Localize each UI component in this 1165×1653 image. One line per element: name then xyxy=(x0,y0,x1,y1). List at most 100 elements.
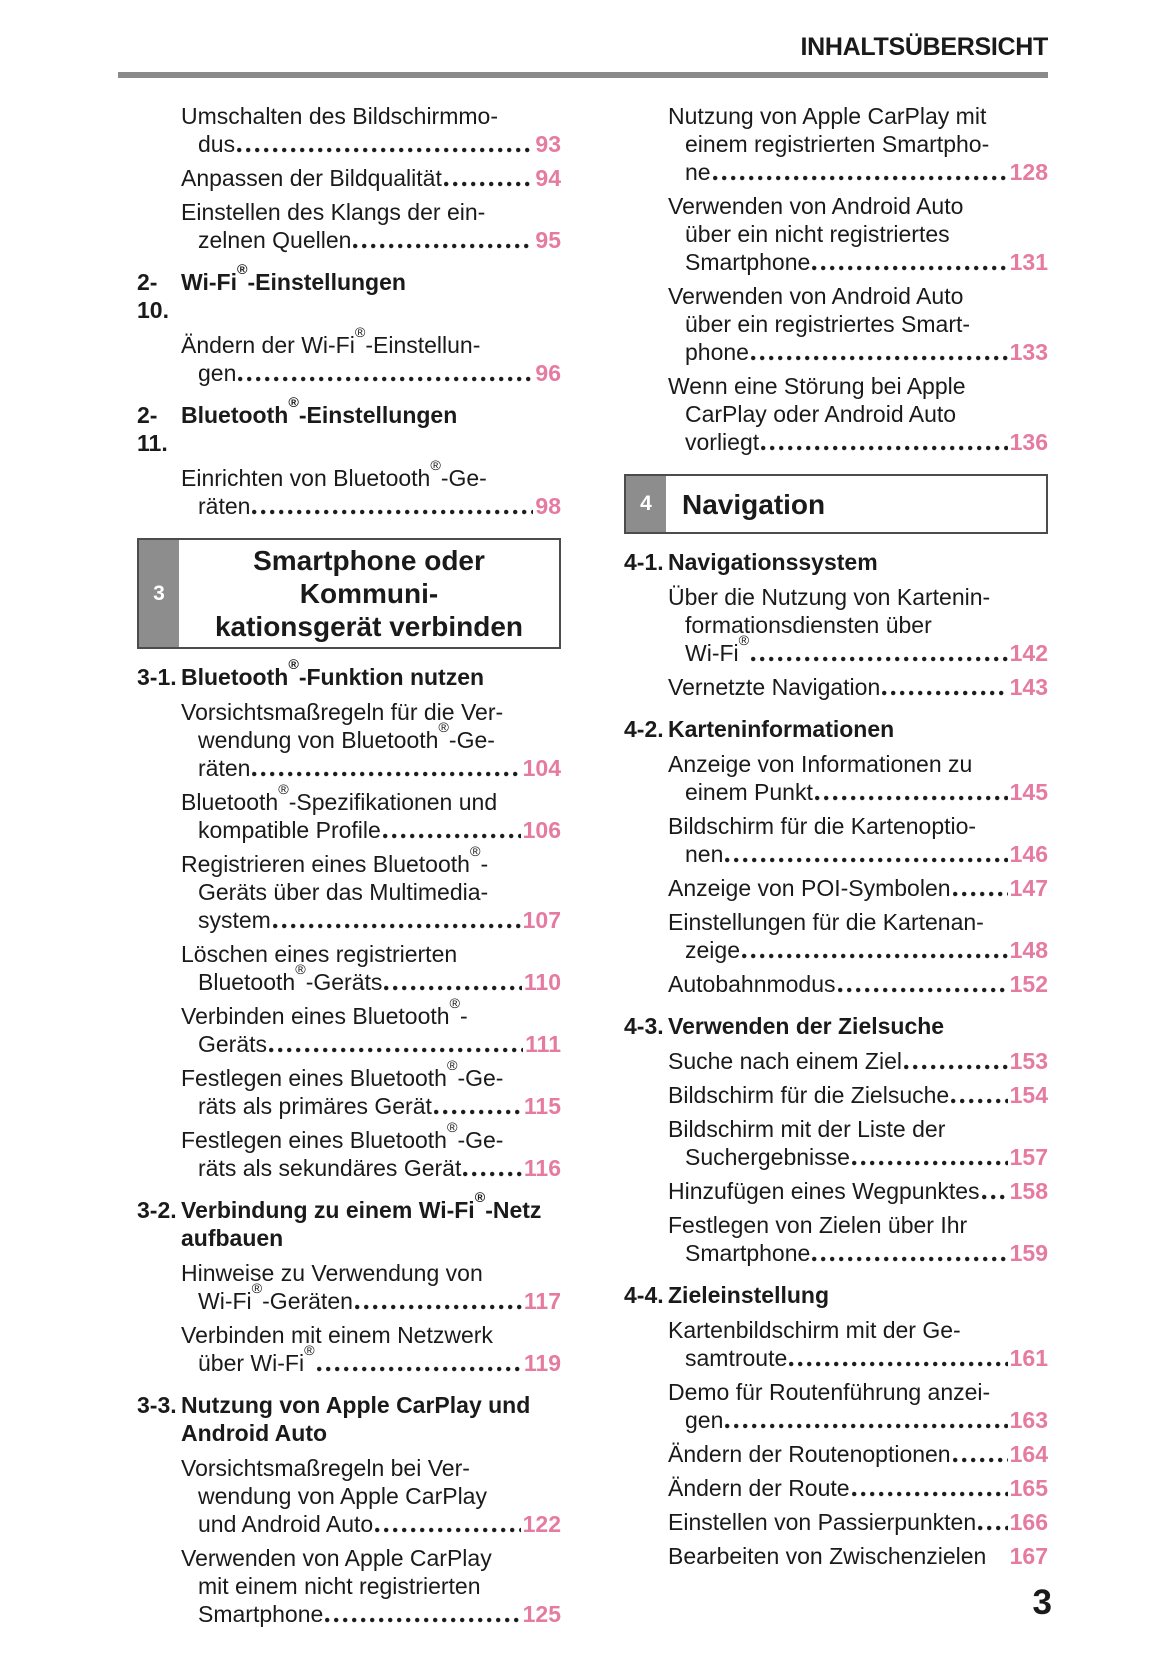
toc-page-number: 157 xyxy=(1009,1144,1048,1170)
toc-entry: Über die Nutzung von Kartenin-formations… xyxy=(624,583,1048,667)
toc-entry-text: Smartphone xyxy=(198,1601,324,1627)
toc-entry: Nutzung von Apple CarPlay mit einem regis… xyxy=(624,102,1048,186)
toc-entry-line: wendung von Bluetooth®-Ge- xyxy=(198,720,495,753)
toc-page-number: 122 xyxy=(522,1511,561,1537)
dot-leader xyxy=(981,1194,1008,1200)
toc-entry-text: system xyxy=(198,907,271,933)
section-title: Verbindung zu einem Wi-Fi®-Netz aufbauen xyxy=(181,1191,561,1252)
dot-leader xyxy=(761,445,1008,451)
toc-entry-line: räts als primäres Gerät 115 xyxy=(198,1092,561,1120)
toc-entry-text: Smartphone xyxy=(685,1240,811,1266)
dot-leader xyxy=(789,1361,1008,1367)
toc-entry-text: Bluetooth®-Geräts xyxy=(198,962,383,995)
section-title-line: Bluetooth®-Funktion nutzen xyxy=(181,657,485,690)
toc-page-number: 125 xyxy=(522,1601,561,1627)
section-title: Verwenden der Zielsuche xyxy=(668,1012,1048,1040)
chapter-title-line: Navigation xyxy=(682,488,826,520)
toc-entry-text: räten xyxy=(198,755,251,781)
section-number: 2-11. xyxy=(137,402,168,456)
toc-entry-text: Ändern der Routenoptionen xyxy=(668,1441,951,1467)
dot-leader xyxy=(316,1366,522,1372)
chapter-box: 3 Smartphone oder Kommuni-kationsgerät ve… xyxy=(137,538,561,649)
toc-columns: Umschalten des Bildschirmmo-dus 93 Anpasse… xyxy=(118,102,1048,1634)
toc-entry-text: phone xyxy=(685,339,749,365)
toc-page-number: 116 xyxy=(523,1155,561,1181)
dot-leader xyxy=(237,147,534,153)
toc-entry-line: Anzeige von Informationen zu xyxy=(668,751,973,777)
toc-entry-text: Autobahnmodus xyxy=(668,971,836,997)
toc-entry: Festlegen von Zielen über Ihr Smartphone 1… xyxy=(624,1211,1048,1267)
toc-entry-line: Wi-Fi® 142 xyxy=(685,633,1048,667)
dot-leader xyxy=(882,690,1008,696)
toc-entry: Autobahnmodus 152 xyxy=(624,970,1048,998)
section-title: Nutzung von Apple CarPlay und Android Aut… xyxy=(181,1391,561,1447)
toc-entry: Ändern der Wi-Fi®-Einstellun-gen 96 xyxy=(137,326,561,387)
toc-entry-line: Verwenden von Apple CarPlay xyxy=(181,1545,492,1571)
toc-entry-text: über Wi-Fi® xyxy=(198,1343,315,1376)
toc-page-number: 96 xyxy=(535,360,561,386)
toc-entry-line: Einrichten von Bluetooth®-Ge- xyxy=(181,458,487,491)
toc-entry-line: nen 146 xyxy=(685,840,1048,868)
section-title: Bluetooth®-Einstellungen xyxy=(181,396,561,457)
toc-entry-line: Einstellen des Klangs der ein- xyxy=(181,199,486,225)
toc-entry-line: ne 128 xyxy=(685,158,1048,186)
toc-entry-text: Bildschirm für die Zielsuche xyxy=(668,1082,950,1108)
section-title: Bluetooth®-Funktion nutzen xyxy=(181,657,561,691)
toc-entry: Einstellen des Klangs der ein-zelnen Que… xyxy=(137,198,561,254)
toc-page-number: 111 xyxy=(525,1031,561,1057)
dot-leader xyxy=(750,355,1008,361)
toc-entry-line: Geräts über das Multimedia- xyxy=(198,879,489,905)
toc-entry-text: gen xyxy=(685,1407,724,1433)
toc-entry-line: Wenn eine Störung bei Apple xyxy=(668,373,966,399)
section-title-line: Wi-Fi®-Einstellungen xyxy=(181,262,406,295)
dot-leader xyxy=(951,1098,1008,1104)
toc-page-number: 143 xyxy=(1009,674,1048,700)
toc-entry-text: Wi-Fi® xyxy=(685,633,750,666)
toc-entry-line: Festlegen eines Bluetooth®-Ge- xyxy=(181,1120,504,1153)
toc-entry-line: Verwenden von Android Auto xyxy=(668,193,964,219)
toc-entry-line: und Android Auto 122 xyxy=(198,1510,561,1538)
registered-trademark-symbol: ® xyxy=(295,962,306,979)
toc-entry: Hinweise zu Verwendung von Wi-Fi®-Geräten… xyxy=(137,1259,561,1315)
toc-page-number: 98 xyxy=(535,493,561,519)
toc-page-number: 110 xyxy=(523,969,561,995)
toc-entry-line: Bluetooth®-Spezifikationen und xyxy=(181,782,498,815)
toc-entry-line: Löschen eines registrierten xyxy=(181,941,458,967)
dot-leader xyxy=(903,1064,1008,1070)
section-header: 3-3. Nutzung von Apple CarPlay und Android… xyxy=(137,1391,561,1447)
header-divider-rule xyxy=(118,72,1048,78)
toc-entry-line: Smartphone 125 xyxy=(198,1600,561,1628)
chapter-title-line: kationsgerät verbinden xyxy=(214,611,524,642)
chapter-title: Navigation xyxy=(666,476,1046,532)
toc-entry-line: phone 133 xyxy=(685,338,1048,366)
toc-entry-text: Vernetzte Navigation xyxy=(668,674,881,700)
section-number: 3-2. xyxy=(137,1197,177,1223)
toc-entry-text: Geräts xyxy=(198,1031,268,1057)
dot-leader xyxy=(814,795,1008,801)
dot-leader xyxy=(443,181,534,187)
toc-entry-line: räts als sekundäres Gerät 116 xyxy=(198,1154,561,1182)
toc-entry-text: räten xyxy=(198,493,251,519)
toc-entry: Suche nach einem Ziel 153 xyxy=(624,1047,1048,1075)
section-title: Karteninformationen xyxy=(668,715,1048,743)
section-title-line: Karteninformationen xyxy=(668,716,895,742)
toc-entry-text: samtroute xyxy=(685,1345,788,1371)
toc-entry-text: Suche nach einem Ziel xyxy=(668,1048,902,1074)
toc-entry-text: einem Punkt xyxy=(685,779,813,805)
toc-entry: Verwenden von Apple CarPlay mit einem nic… xyxy=(137,1544,561,1628)
toc-entry-line: räten 104 xyxy=(198,754,561,782)
chapter-title: Smartphone oder Kommuni-kationsgerät ver… xyxy=(179,540,559,647)
toc-page-number: 131 xyxy=(1009,249,1048,275)
chapter-title-line: Smartphone oder Kommuni- xyxy=(253,545,485,609)
toc-entry-text: dus xyxy=(198,131,236,157)
section-title-line: Android Auto xyxy=(181,1420,328,1446)
toc-entry-line: gen 163 xyxy=(685,1406,1048,1434)
dot-leader xyxy=(978,1525,1008,1531)
toc-entry-line: Verbinden eines Bluetooth®- xyxy=(181,996,468,1029)
toc-entry-line: einem Punkt 145 xyxy=(685,778,1048,806)
toc-entry-line: Umschalten des Bildschirmmo- xyxy=(181,103,498,129)
dot-leader xyxy=(812,265,1008,271)
registered-trademark-symbol: ® xyxy=(288,395,299,412)
toc-entry-line: Nutzung von Apple CarPlay mit xyxy=(668,103,987,129)
registered-trademark-symbol: ® xyxy=(251,1281,263,1298)
